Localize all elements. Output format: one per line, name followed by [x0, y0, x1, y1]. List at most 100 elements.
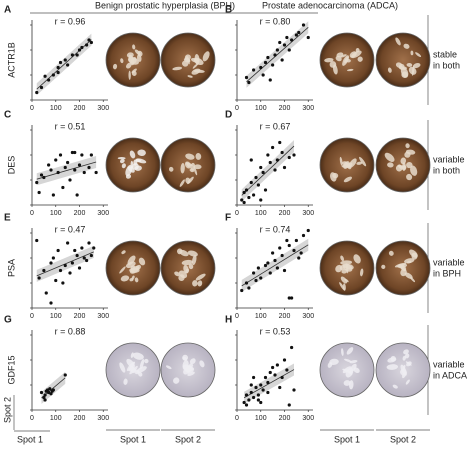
row-note: variable — [433, 257, 465, 267]
point — [268, 160, 272, 165]
gland — [189, 363, 194, 368]
x-tick-label: 0 — [235, 105, 239, 112]
gland — [344, 56, 349, 64]
gland — [195, 273, 206, 281]
point — [280, 375, 284, 380]
point — [292, 248, 296, 253]
gland — [134, 165, 142, 171]
point — [77, 266, 82, 270]
point — [266, 55, 270, 60]
gland — [403, 349, 409, 355]
gland — [348, 380, 354, 390]
gland — [402, 371, 407, 379]
gland — [353, 367, 360, 373]
point — [252, 395, 256, 400]
point — [282, 268, 287, 273]
x-tick-label: 200 — [279, 210, 291, 217]
gland — [121, 250, 126, 255]
point — [280, 150, 284, 155]
gland — [349, 359, 358, 364]
gland — [356, 161, 363, 165]
gland — [119, 158, 125, 164]
x-tick-label: 300 — [302, 210, 314, 217]
point — [268, 370, 272, 375]
spot-label: Spot 2 — [390, 434, 416, 444]
annotation: r = 0.67 — [260, 121, 291, 131]
gland — [136, 54, 142, 62]
x-tick-label: 0 — [235, 210, 239, 217]
point — [89, 40, 93, 45]
point — [273, 258, 277, 263]
point — [249, 158, 253, 162]
row-gene-label: ACTR1B — [6, 42, 16, 78]
point — [247, 398, 251, 402]
point — [45, 388, 50, 392]
gland — [343, 380, 351, 386]
gland — [173, 377, 180, 384]
point — [273, 373, 277, 377]
gland — [126, 62, 132, 69]
point — [77, 163, 82, 167]
point — [242, 400, 246, 405]
gland — [346, 347, 354, 355]
gland — [165, 365, 172, 370]
point — [89, 153, 93, 157]
panel-letter: A — [4, 5, 11, 16]
x-tick-label: 300 — [302, 415, 314, 422]
point — [47, 390, 51, 395]
gland — [191, 254, 197, 266]
gland — [342, 283, 346, 291]
point — [89, 253, 93, 258]
gland — [136, 366, 147, 373]
point — [290, 38, 294, 42]
point — [242, 200, 246, 205]
gland — [126, 52, 134, 58]
x-tick-label: 200 — [74, 105, 86, 112]
gland — [406, 173, 413, 181]
point — [299, 251, 303, 255]
gland — [180, 163, 185, 174]
gland — [187, 371, 195, 376]
point — [51, 73, 55, 77]
x-tick-label: 100 — [255, 105, 267, 112]
x-tick-label: 0 — [30, 210, 34, 217]
point — [249, 390, 253, 395]
point — [240, 288, 244, 293]
gland — [410, 50, 414, 56]
point — [77, 48, 82, 52]
gland — [357, 56, 363, 62]
point — [287, 296, 291, 300]
point — [266, 390, 270, 395]
point — [85, 258, 89, 263]
point — [249, 180, 253, 185]
x-tick-label: 100 — [255, 313, 267, 320]
point — [63, 373, 67, 377]
gland — [131, 68, 137, 74]
point — [39, 390, 44, 395]
point — [49, 301, 53, 305]
gland — [125, 174, 132, 179]
gland — [400, 67, 409, 78]
gland — [343, 176, 353, 183]
tissue-spot — [375, 137, 431, 193]
point — [261, 388, 265, 392]
point — [285, 238, 289, 243]
row-note: variable — [433, 359, 465, 369]
point — [58, 268, 63, 273]
point — [39, 85, 44, 90]
gland — [193, 165, 198, 176]
point — [266, 261, 270, 265]
point — [282, 358, 287, 362]
annotation: r = 0.47 — [55, 224, 86, 234]
point — [48, 387, 52, 391]
gland — [127, 255, 136, 265]
gland — [134, 49, 141, 56]
point — [87, 165, 91, 170]
point — [244, 281, 249, 285]
y-axis-label: Spot 2 — [2, 397, 12, 423]
x-tick-label: 300 — [97, 105, 109, 112]
point — [242, 190, 246, 195]
annotation: r = 0.96 — [55, 16, 86, 26]
point — [42, 175, 46, 180]
gland — [130, 57, 137, 64]
